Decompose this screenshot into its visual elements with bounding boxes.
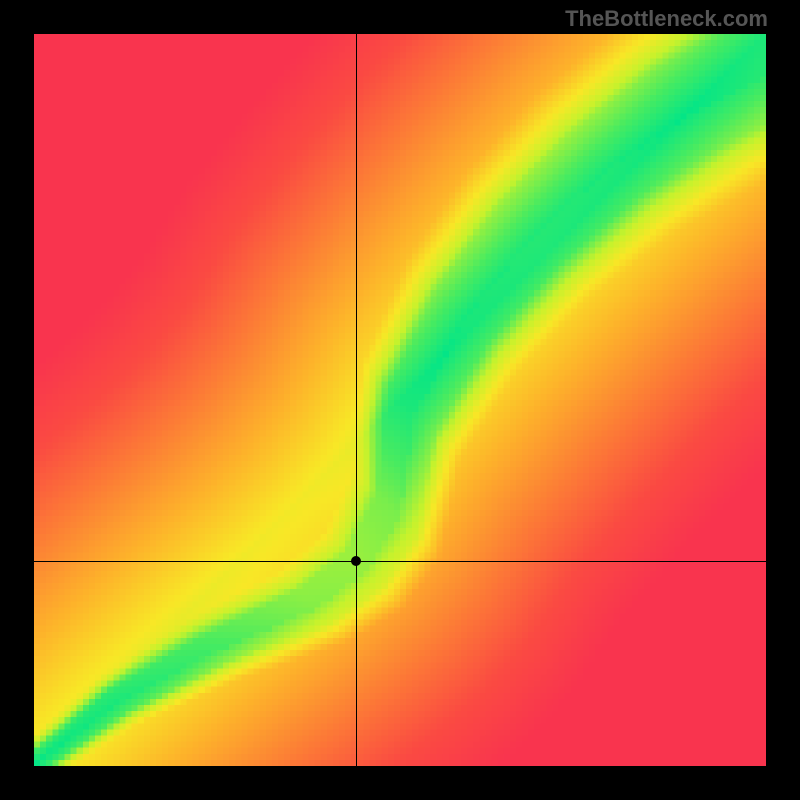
crosshair-point: [351, 556, 361, 566]
bottleneck-heatmap: [34, 34, 766, 766]
crosshair-vertical: [356, 34, 357, 766]
watermark-text: TheBottleneck.com: [565, 6, 768, 32]
crosshair-horizontal: [34, 561, 766, 562]
